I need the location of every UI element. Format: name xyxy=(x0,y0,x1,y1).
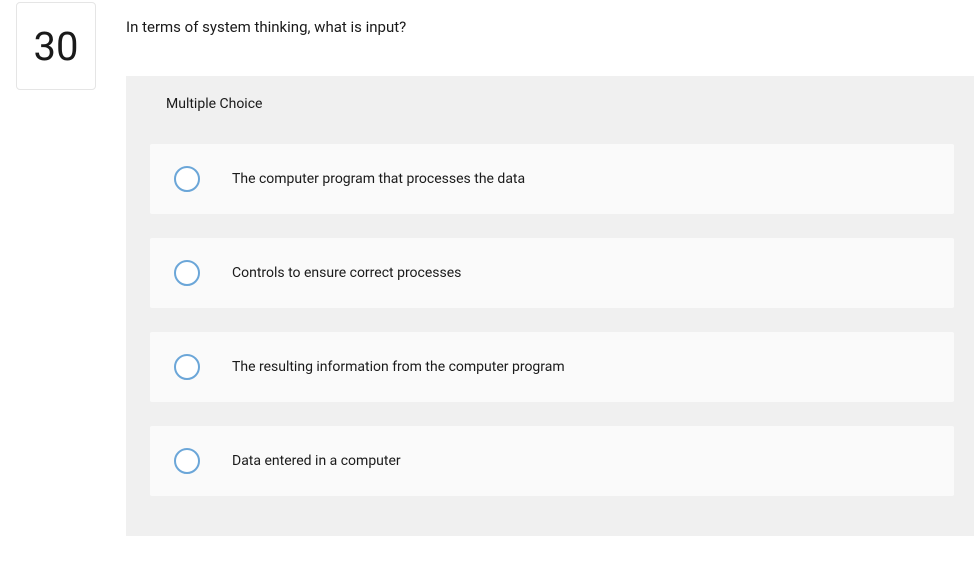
question-number-box: 30 xyxy=(16,2,96,90)
answer-panel: Multiple Choice The computer program tha… xyxy=(126,76,974,536)
radio-icon[interactable] xyxy=(174,260,200,286)
radio-icon[interactable] xyxy=(174,166,200,192)
option-row[interactable]: Controls to ensure correct processes xyxy=(150,238,954,308)
question-container: 30 In terms of system thinking, what is … xyxy=(0,0,974,536)
option-label: Controls to ensure correct processes xyxy=(232,265,461,281)
question-number: 30 xyxy=(34,23,79,70)
radio-icon[interactable] xyxy=(174,354,200,380)
question-text: In terms of system thinking, what is inp… xyxy=(126,0,974,76)
option-label: The computer program that processes the … xyxy=(232,171,525,187)
option-label: The resulting information from the compu… xyxy=(232,359,565,375)
option-row[interactable]: Data entered in a computer xyxy=(150,426,954,496)
content-area: In terms of system thinking, what is inp… xyxy=(126,0,974,536)
option-label: Data entered in a computer xyxy=(232,453,401,469)
radio-icon[interactable] xyxy=(174,448,200,474)
options-wrapper: The computer program that processes the … xyxy=(126,132,974,496)
option-row[interactable]: The computer program that processes the … xyxy=(150,144,954,214)
option-row[interactable]: The resulting information from the compu… xyxy=(150,332,954,402)
question-type-label: Multiple Choice xyxy=(126,76,974,132)
